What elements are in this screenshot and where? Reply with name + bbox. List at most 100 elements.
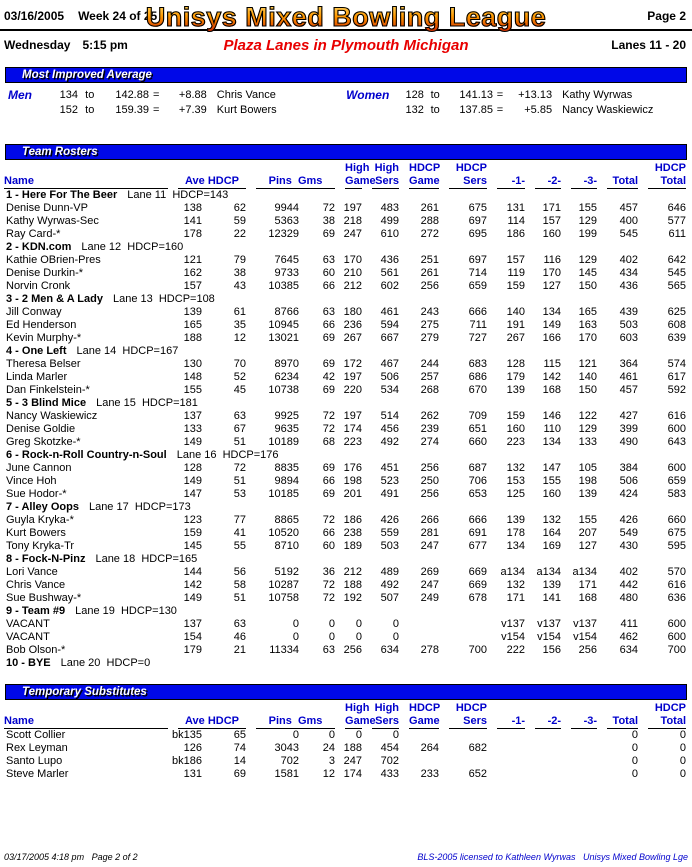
- game3-cell: 145: [578, 267, 598, 279]
- pins-cell: 8970: [274, 358, 299, 370]
- hdcp-total-cell: 660: [667, 514, 687, 526]
- col-hdcp-total: HDCP Total: [640, 702, 688, 729]
- hdcp-sers-cell: [441, 729, 489, 742]
- player-name-cell: Chris Vance: [6, 579, 66, 591]
- equals-sign: =: [496, 89, 504, 101]
- high-game-cell: 218: [343, 215, 363, 227]
- game2-cell: 156: [542, 644, 562, 656]
- most-improved-content: Men 134 to 142.88 = +8.88 Chris Vance 152 to 159.…: [0, 83, 692, 124]
- pins-cell: 6234: [274, 371, 299, 383]
- hdcp-sers-cell: 711: [469, 319, 488, 331]
- hdcp-cell: 69: [233, 768, 246, 780]
- pins-cell: 9733: [274, 267, 299, 279]
- game1-cell: 191: [506, 319, 526, 331]
- hdcp-sers-cell: 670: [468, 384, 488, 396]
- gms-cell: 63: [322, 254, 336, 266]
- hdcp-game-cell: [401, 631, 441, 644]
- team-header-row: 7 - Alley Oops Lane 17 HDCP=173: [4, 501, 688, 514]
- col-high-sers: High Sers: [364, 702, 401, 729]
- pins-cell: 11334: [269, 644, 299, 656]
- total-cell: 0: [631, 742, 639, 754]
- hdcp-game-cell: 247: [420, 579, 440, 591]
- col-total: Total: [599, 702, 640, 729]
- game1-cell: 153: [506, 475, 526, 487]
- player-row: Kathie OBrien-Pres 121 79 7645 63 170 436 251 69…: [4, 254, 688, 267]
- game2-cell: 132: [542, 514, 562, 526]
- most-improved-row: 132 to 137.85 = +5.85 Nancy Waskiewicz: [346, 103, 692, 118]
- hdcp-total-cell: 600: [667, 462, 687, 474]
- total-cell: 434: [619, 267, 639, 279]
- league-time: 5:15 pm: [82, 38, 128, 52]
- hdcp-sers-cell: 683: [468, 358, 488, 370]
- most-improved-row: 152 to 159.39 = +7.39 Kurt Bowers: [8, 103, 336, 118]
- hdcp-total-cell: 625: [667, 306, 687, 318]
- avg-from: 152: [59, 104, 79, 116]
- player-row: Denise Dunn-VP 138 62 9944 72 197 483 261 675 131…: [4, 202, 688, 215]
- pins-cell: 9635: [274, 423, 299, 435]
- pins-cell: 10189: [268, 436, 299, 448]
- team-header-cell: 5 - 3 Blind Mice Lane 15 HDCP=181: [4, 397, 688, 410]
- hdcp-total-cell: 646: [667, 202, 687, 214]
- hdcp-cell: 35: [233, 319, 246, 331]
- high-sers-cell: 436: [380, 254, 400, 266]
- game3-cell: 139: [578, 488, 598, 500]
- player-name-cell: Bob Olson-*: [6, 644, 66, 656]
- high-sers-cell: 467: [380, 358, 400, 370]
- hdcp-sers-cell: 660: [468, 436, 488, 448]
- player-row: Dan Finkelstein-* 155 45 10738 69 220 534 268 67…: [4, 384, 688, 397]
- hdcp-cell: 77: [233, 514, 246, 526]
- high-game-cell: 212: [343, 566, 363, 578]
- game3-cell: 150: [578, 384, 598, 396]
- high-sers-cell: 594: [380, 319, 400, 331]
- ave-cell: bk186: [172, 755, 202, 767]
- game1-cell: 134: [506, 540, 526, 552]
- hdcp-total-cell: 595: [667, 540, 687, 552]
- high-game-cell: 197: [343, 202, 363, 214]
- high-game-cell: 256: [343, 644, 363, 656]
- hdcp-game-cell: 257: [420, 371, 440, 383]
- hdcp-cell: 63: [233, 618, 246, 630]
- game2-cell: 160: [542, 228, 562, 240]
- game1-cell: 132: [506, 579, 526, 591]
- gms-cell: 12: [322, 768, 336, 780]
- player-row: Bob Olson-* 179 21 11334 63 256 634 278 700 222 15…: [4, 644, 688, 657]
- hdcp-game-cell: 275: [420, 319, 440, 331]
- gms-cell: 24: [322, 742, 336, 754]
- team-header-row: 9 - Team #9 Lane 19 HDCP=130: [4, 605, 688, 618]
- team-lane-hdcp: Lane 13 HDCP=108: [112, 293, 215, 305]
- pins-cell: 0: [292, 618, 299, 630]
- hdcp-cell: 55: [233, 540, 246, 552]
- to-word: to: [85, 89, 95, 101]
- team-header-cell: 7 - Alley Oops Lane 17 HDCP=173: [4, 501, 688, 514]
- col-hdcp-sers: HDCP Sers: [441, 702, 489, 729]
- game2-cell: 139: [542, 579, 562, 591]
- high-game-cell: 236: [343, 319, 363, 331]
- most-improved-men: Men 134 to 142.88 = +8.88 Chris Vance 152 to 159.…: [8, 88, 336, 118]
- avg-from: 132: [405, 104, 424, 116]
- high-sers-cell: 0: [392, 631, 400, 643]
- team-lane-hdcp: Lane 16 HDCP=176: [176, 449, 279, 461]
- pins-cell: 8710: [274, 540, 299, 552]
- hdcp-sers-cell: 686: [468, 371, 488, 383]
- hdcp-cell: 56: [233, 566, 246, 578]
- player-row: Jill Conway 139 61 8766 63 180 461 243 666 140 134…: [4, 306, 688, 319]
- total-cell: 399: [619, 423, 639, 435]
- player-row: Guyla Kryka-* 123 77 8865 72 186 426 266 666 139 1…: [4, 514, 688, 527]
- league-title: Unisys Mixed Bowling League: [90, 3, 602, 31]
- team-header-cell: 8 - Fock-N-Pinz Lane 18 HDCP=165: [4, 553, 688, 566]
- total-cell: 457: [619, 202, 639, 214]
- high-game-cell: 174: [343, 423, 363, 435]
- pins-cell: 7645: [274, 254, 299, 266]
- improvement: +5.85: [524, 104, 553, 116]
- gms-cell: 69: [322, 358, 336, 370]
- hdcp-sers-cell: 714: [468, 267, 488, 279]
- hdcp-sers-cell: 678: [468, 592, 488, 604]
- to-word: to: [430, 104, 440, 116]
- most-improved-section-bar: Most Improved Average: [5, 67, 687, 83]
- game3-cell: [563, 742, 599, 755]
- hdcp-game-cell: 239: [420, 423, 440, 435]
- hdcp-game-cell: 251: [420, 254, 440, 266]
- hdcp-total-cell: 570: [667, 566, 687, 578]
- team-header-row: 5 - 3 Blind Mice Lane 15 HDCP=181: [4, 397, 688, 410]
- game3-cell: 171: [578, 579, 598, 591]
